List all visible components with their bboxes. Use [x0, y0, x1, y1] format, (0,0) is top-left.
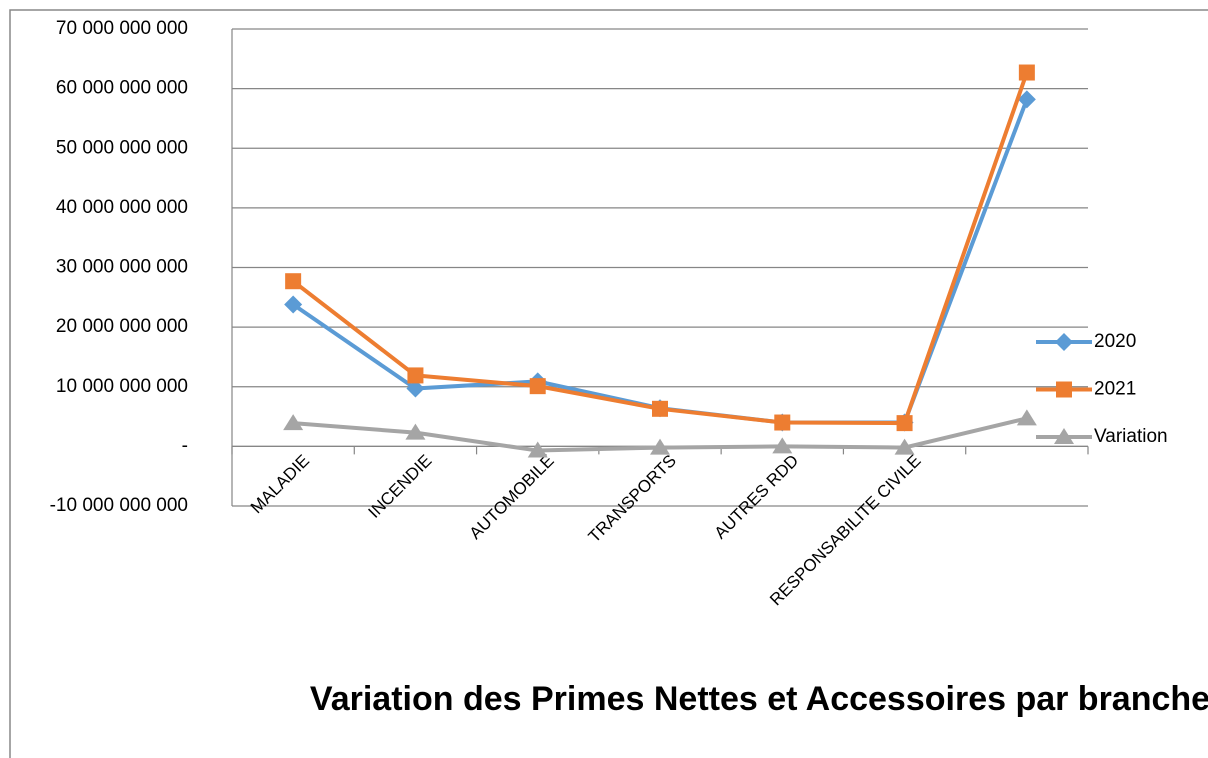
data-point	[406, 379, 425, 398]
y-tick-label: -10 000 000 000	[50, 495, 188, 516]
series-line	[291, 71, 1029, 426]
data-point	[1018, 64, 1035, 81]
data-point	[772, 437, 793, 454]
data-point	[405, 423, 426, 440]
data-point	[529, 378, 546, 395]
y-tick-label: 40 000 000 000	[56, 197, 188, 218]
x-tick-label: INCENDIE	[365, 451, 436, 522]
data-point	[285, 273, 302, 290]
y-tick-label: -	[182, 435, 188, 456]
chart-frame	[9, 9, 1208, 758]
data-point	[894, 438, 915, 455]
legend-label: 2021	[1094, 379, 1136, 400]
data-point	[652, 400, 668, 417]
legend-marker	[1056, 381, 1072, 398]
data-point	[1016, 409, 1037, 426]
x-tick-label: MALADIE	[247, 451, 313, 517]
y-tick-label: 20 000 000 000	[56, 316, 188, 337]
chart-title: Variation des Primes Nettes et Accessoir…	[309, 680, 1208, 718]
data-point	[1017, 90, 1036, 109]
y-tick-label: 30 000 000 000	[56, 257, 188, 278]
legend-label: 2020	[1094, 331, 1136, 352]
y-tick-label: 50 000 000 000	[56, 137, 188, 158]
legend-marker	[1055, 333, 1073, 351]
data-point	[527, 441, 548, 458]
y-tick-label: 70 000 000 000	[56, 18, 188, 39]
x-tick-label: AUTOMOBILE	[466, 451, 558, 543]
y-tick-label: 10 000 000 000	[56, 376, 188, 397]
x-tick-label: TRANSPORTS	[585, 451, 680, 546]
data-point	[284, 295, 303, 314]
data-point	[650, 438, 670, 455]
data-point	[774, 414, 791, 431]
data-point	[283, 414, 304, 431]
y-tick-label: 60 000 000 000	[56, 78, 188, 99]
x-tick-label: AUTRES RDD	[711, 451, 803, 543]
data-point	[896, 415, 913, 432]
data-point	[407, 367, 424, 384]
legend-marker	[1054, 428, 1074, 444]
legend-label: Variation	[1094, 426, 1168, 447]
